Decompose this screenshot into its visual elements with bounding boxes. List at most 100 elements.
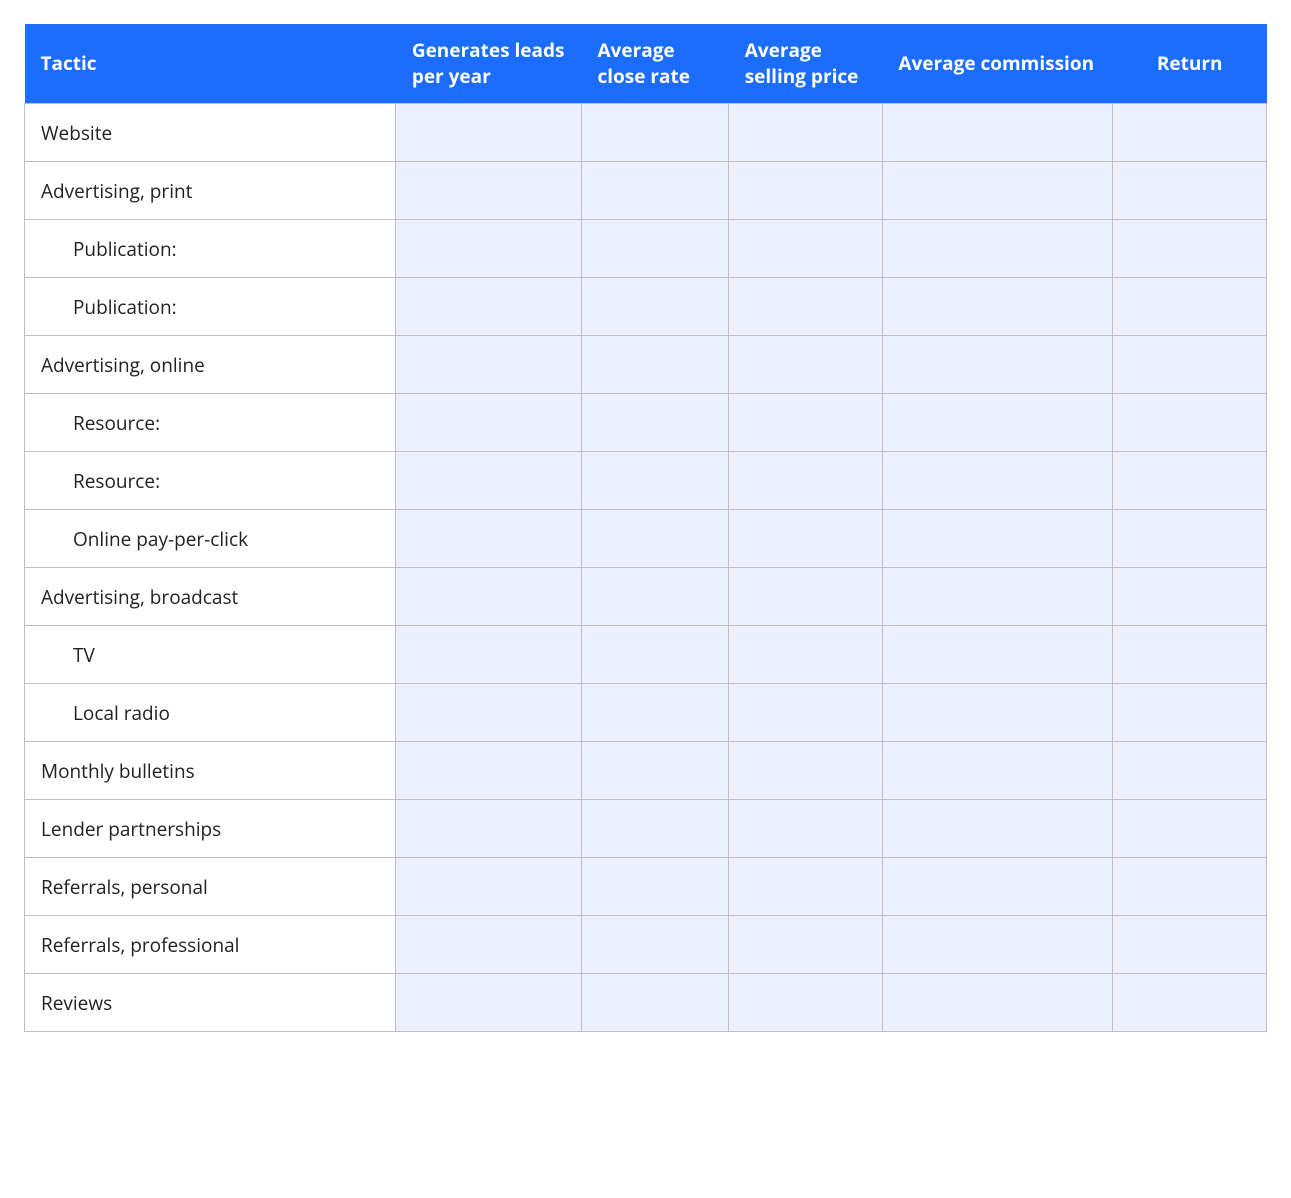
return-cell: [1113, 568, 1267, 626]
tactic-cell: Resource:: [25, 394, 396, 452]
tactic-cell: TV: [25, 626, 396, 684]
table-row: TV: [25, 626, 1267, 684]
leads-cell: [396, 452, 582, 510]
selling_price-cell: [729, 858, 883, 916]
commission-cell: [882, 510, 1112, 568]
tactic-cell: Referrals, professional: [25, 916, 396, 974]
commission-cell: [882, 336, 1112, 394]
table-row: Resource:: [25, 452, 1267, 510]
leads-cell: [396, 684, 582, 742]
leads-cell: [396, 626, 582, 684]
selling_price-cell: [729, 568, 883, 626]
close_rate-cell: [581, 162, 728, 220]
tactic-cell: Lender partnerships: [25, 800, 396, 858]
return-cell: [1113, 104, 1267, 162]
col-header-selling-price: Average selling price: [729, 24, 883, 104]
tactic-cell: Local radio: [25, 684, 396, 742]
tactics-table-wrap: Tactic Generates leads per year Average …: [24, 24, 1267, 1032]
col-header-leads: Generates leads per year: [396, 24, 582, 104]
selling_price-cell: [729, 626, 883, 684]
selling_price-cell: [729, 104, 883, 162]
table-body: WebsiteAdvertising, printPublication:Pub…: [25, 104, 1267, 1032]
table-row: Advertising, broadcast: [25, 568, 1267, 626]
commission-cell: [882, 220, 1112, 278]
tactic-cell: Resource:: [25, 452, 396, 510]
commission-cell: [882, 974, 1112, 1032]
tactic-cell: Referrals, personal: [25, 858, 396, 916]
commission-cell: [882, 104, 1112, 162]
selling_price-cell: [729, 336, 883, 394]
commission-cell: [882, 394, 1112, 452]
close_rate-cell: [581, 278, 728, 336]
tactic-cell: Advertising, broadcast: [25, 568, 396, 626]
close_rate-cell: [581, 452, 728, 510]
table-row: Local radio: [25, 684, 1267, 742]
selling_price-cell: [729, 742, 883, 800]
close_rate-cell: [581, 684, 728, 742]
return-cell: [1113, 742, 1267, 800]
close_rate-cell: [581, 104, 728, 162]
close_rate-cell: [581, 800, 728, 858]
tactic-cell: Publication:: [25, 220, 396, 278]
selling_price-cell: [729, 510, 883, 568]
return-cell: [1113, 162, 1267, 220]
table-row: Online pay-per-click: [25, 510, 1267, 568]
table-header: Tactic Generates leads per year Average …: [25, 24, 1267, 104]
commission-cell: [882, 684, 1112, 742]
leads-cell: [396, 858, 582, 916]
return-cell: [1113, 916, 1267, 974]
leads-cell: [396, 916, 582, 974]
leads-cell: [396, 742, 582, 800]
close_rate-cell: [581, 626, 728, 684]
close_rate-cell: [581, 858, 728, 916]
commission-cell: [882, 568, 1112, 626]
leads-cell: [396, 974, 582, 1032]
return-cell: [1113, 858, 1267, 916]
close_rate-cell: [581, 394, 728, 452]
col-header-return: Return: [1113, 24, 1267, 104]
return-cell: [1113, 626, 1267, 684]
close_rate-cell: [581, 916, 728, 974]
table-row: Referrals, professional: [25, 916, 1267, 974]
selling_price-cell: [729, 800, 883, 858]
table-row: Publication:: [25, 220, 1267, 278]
selling_price-cell: [729, 278, 883, 336]
tactic-cell: Online pay-per-click: [25, 510, 396, 568]
tactic-cell: Advertising, online: [25, 336, 396, 394]
leads-cell: [396, 278, 582, 336]
return-cell: [1113, 394, 1267, 452]
commission-cell: [882, 800, 1112, 858]
table-row: Resource:: [25, 394, 1267, 452]
return-cell: [1113, 278, 1267, 336]
col-header-commission: Average commission: [882, 24, 1112, 104]
close_rate-cell: [581, 974, 728, 1032]
leads-cell: [396, 336, 582, 394]
col-header-tactic: Tactic: [25, 24, 396, 104]
return-cell: [1113, 974, 1267, 1032]
close_rate-cell: [581, 568, 728, 626]
close_rate-cell: [581, 336, 728, 394]
selling_price-cell: [729, 162, 883, 220]
commission-cell: [882, 452, 1112, 510]
table-row: Advertising, print: [25, 162, 1267, 220]
close_rate-cell: [581, 510, 728, 568]
table-row: Lender partnerships: [25, 800, 1267, 858]
return-cell: [1113, 220, 1267, 278]
table-row: Referrals, personal: [25, 858, 1267, 916]
return-cell: [1113, 452, 1267, 510]
table-row: Reviews: [25, 974, 1267, 1032]
commission-cell: [882, 278, 1112, 336]
selling_price-cell: [729, 452, 883, 510]
leads-cell: [396, 162, 582, 220]
commission-cell: [882, 626, 1112, 684]
return-cell: [1113, 684, 1267, 742]
commission-cell: [882, 858, 1112, 916]
selling_price-cell: [729, 394, 883, 452]
leads-cell: [396, 220, 582, 278]
tactic-cell: Monthly bulletins: [25, 742, 396, 800]
table-row: Publication:: [25, 278, 1267, 336]
tactic-cell: Publication:: [25, 278, 396, 336]
leads-cell: [396, 568, 582, 626]
table-row: Advertising, online: [25, 336, 1267, 394]
table-row: Monthly bulletins: [25, 742, 1267, 800]
